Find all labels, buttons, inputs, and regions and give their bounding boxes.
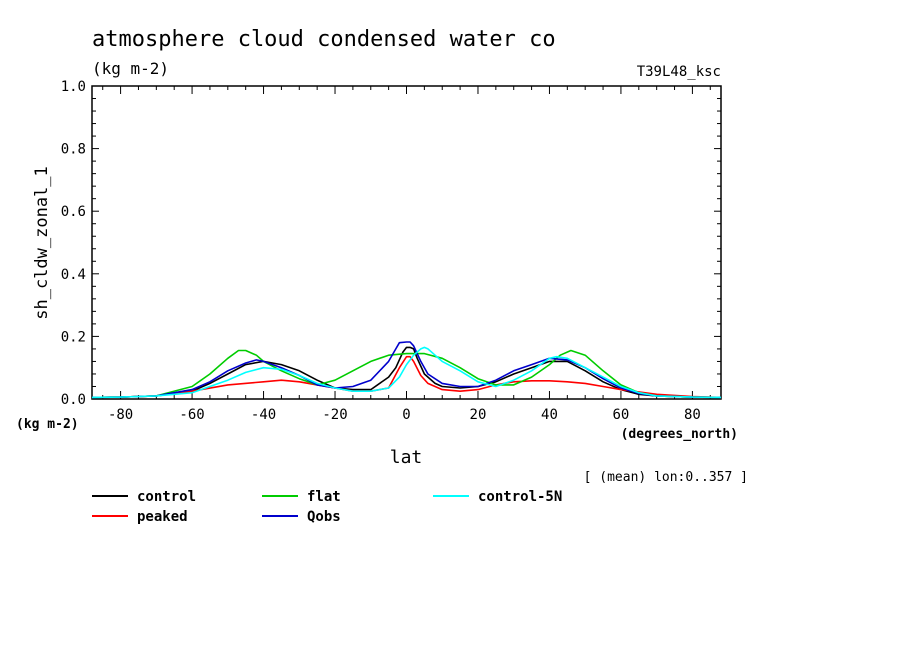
series-line-control-5n bbox=[91, 346, 722, 399]
x-tick-label: 60 bbox=[613, 407, 630, 423]
series-line-control bbox=[91, 346, 722, 399]
y-axis-units: (kg m-2) bbox=[16, 417, 79, 432]
x-tick-label: -20 bbox=[322, 407, 347, 423]
legend-label: peaked bbox=[137, 509, 188, 525]
legend-label: control-5N bbox=[478, 489, 562, 505]
x-tick-label: -40 bbox=[251, 407, 276, 423]
series-line-flat bbox=[91, 349, 722, 399]
series-lines bbox=[91, 341, 722, 399]
y-tick-label: 0.6 bbox=[61, 204, 86, 220]
run-label: T39L48_ksc bbox=[637, 64, 721, 80]
plot-frame bbox=[91, 85, 722, 400]
y-tick-label: 1.0 bbox=[61, 79, 86, 95]
x-tick-label: -60 bbox=[179, 407, 204, 423]
chart-title: atmosphere cloud condensed water co bbox=[92, 27, 556, 52]
x-tick-label: 20 bbox=[470, 407, 487, 423]
x-tick-label: 80 bbox=[684, 407, 701, 423]
legend-label: control bbox=[137, 489, 196, 505]
x-tick-label: 40 bbox=[541, 407, 558, 423]
y-axis-label: sh_cldw_zonal_1 bbox=[32, 166, 52, 320]
chart-subtitle: (kg m-2) bbox=[92, 59, 169, 78]
x-tick-label: 0 bbox=[402, 407, 410, 423]
legend-label: flat bbox=[307, 489, 341, 505]
x-axis-units: (degrees_north) bbox=[621, 427, 738, 442]
x-axis-ticks: -80 -60 -40 -20 0 20 40 60 80 bbox=[102, 86, 711, 423]
y-axis-ticks: 0.0 0.2 0.4 0.6 0.8 1.0 bbox=[61, 79, 721, 408]
legend: control peaked flat Qobs control-5N bbox=[92, 489, 562, 525]
legend-label: Qobs bbox=[307, 509, 341, 525]
series-line-peaked bbox=[91, 355, 722, 399]
x-tick-label: -80 bbox=[108, 407, 133, 423]
y-tick-label: 0.4 bbox=[61, 267, 86, 283]
y-tick-label: 0.2 bbox=[61, 329, 86, 345]
x-axis-label: lat bbox=[390, 447, 423, 468]
averaging-note: [ (mean) lon:0..357 ] bbox=[584, 470, 748, 485]
y-tick-label: 0.8 bbox=[61, 142, 86, 158]
y-tick-label: 0.0 bbox=[61, 392, 86, 408]
